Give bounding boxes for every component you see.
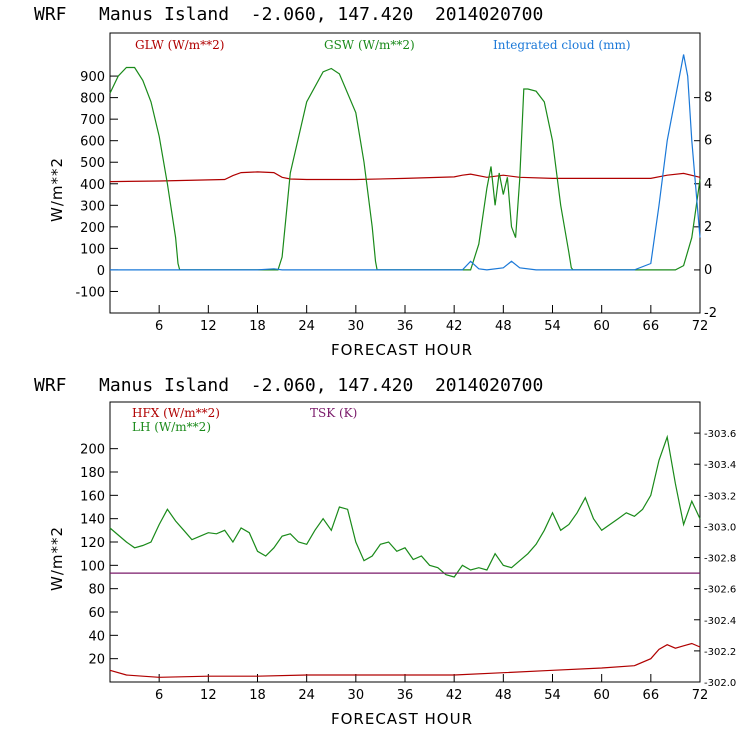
y2-tick-label: 2: [704, 220, 712, 235]
chart-title: WRF Manus Island -2.060, 147.420 2014020…: [34, 4, 543, 25]
series-line-hfx: [109, 642, 701, 678]
series-line-integrated: [110, 54, 701, 271]
legend-integrated-cloud: Integrated cloud (mm): [493, 38, 631, 52]
legend-gsw: GSW (W/m**2): [324, 38, 415, 52]
x-tick-label: 12: [200, 319, 217, 334]
x-tick-label: 6: [155, 319, 163, 334]
y-axis-label: W/m**2: [48, 157, 66, 222]
x-tick-label: 18: [249, 688, 266, 703]
chart-panel-bottom: WRF Manus Island -2.060, 147.420 2014020…: [34, 375, 736, 728]
x-tick-label: 72: [692, 319, 709, 334]
y-tick-label: 100: [80, 559, 105, 574]
x-tick-label: 66: [643, 688, 660, 703]
y-tick-label: 700: [80, 113, 105, 128]
y2-tick-label: -302.0: [704, 678, 736, 689]
y2-tick-label: -302.8: [704, 554, 736, 565]
x-tick-label: 72: [692, 688, 709, 703]
y-tick-label: -100: [75, 285, 105, 300]
x-axis-label: FORECAST HOUR: [331, 341, 473, 359]
x-tick-label: 30: [348, 319, 365, 334]
y2-tick-label: -303.6: [704, 429, 736, 440]
series-line-gsw: [109, 66, 701, 271]
x-tick-label: 54: [544, 319, 561, 334]
y2-tick-label: -302.2: [704, 647, 736, 658]
x-tick-label: 12: [200, 688, 217, 703]
y2-tick-label: 0: [704, 263, 712, 278]
y2-tick-label: -2: [704, 306, 717, 321]
legend-lh: LH (W/m**2): [132, 420, 211, 434]
y-tick-label: 40: [88, 629, 105, 644]
y-tick-label: 300: [80, 199, 105, 214]
x-tick-label: 30: [348, 688, 365, 703]
chart-panel-top: WRF Manus Island -2.060, 147.420 2014020…: [34, 4, 717, 359]
x-tick-label: 36: [397, 319, 414, 334]
y2-tick-label: -303.2: [704, 491, 736, 502]
y-tick-label: 600: [80, 135, 105, 150]
y-tick-label: 180: [80, 466, 105, 481]
x-tick-label: 48: [495, 319, 512, 334]
x-tick-label: 66: [643, 319, 660, 334]
y-tick-label: 160: [80, 489, 105, 504]
y2-tick-label: -302.4: [704, 616, 736, 627]
series-line-lh: [109, 434, 701, 578]
x-tick-label: 60: [593, 319, 610, 334]
y2-tick-label: -303.4: [704, 460, 736, 471]
legend-glw: GLW (W/m**2): [135, 38, 224, 52]
y-tick-label: 80: [88, 583, 105, 598]
y-tick-label: 60: [88, 606, 105, 621]
y-tick-label: 140: [80, 513, 105, 528]
x-tick-label: 42: [446, 319, 463, 334]
y-tick-label: 200: [80, 221, 105, 236]
y-tick-label: 800: [80, 92, 105, 107]
legend-hfx: HFX (W/m**2): [132, 406, 220, 420]
x-tick-label: 42: [446, 688, 463, 703]
plot-frame: [109, 32, 701, 314]
y-tick-label: 500: [80, 156, 105, 171]
y2-tick-label: 8: [704, 91, 712, 106]
y-tick-label: 20: [88, 653, 105, 668]
x-tick-label: 48: [495, 688, 512, 703]
x-tick-label: 36: [397, 688, 414, 703]
x-tick-label: 6: [155, 688, 163, 703]
y2-tick-label: 4: [704, 177, 712, 192]
x-tick-label: 60: [593, 688, 610, 703]
y-tick-label: 900: [80, 70, 105, 85]
x-tick-label: 54: [544, 688, 561, 703]
y-tick-label: 100: [80, 242, 105, 257]
plot-frame: [109, 401, 701, 683]
y-tick-label: 400: [80, 178, 105, 193]
x-tick-label: 18: [249, 319, 266, 334]
y2-tick-label: 6: [704, 134, 712, 149]
y-tick-label: 200: [80, 443, 105, 458]
y-tick-label: 120: [80, 536, 105, 551]
y2-tick-label: -302.6: [704, 585, 736, 596]
y-tick-label: 0: [97, 264, 105, 279]
chart-title: WRF Manus Island -2.060, 147.420 2014020…: [34, 375, 543, 396]
y2-tick-label: -303.0: [704, 522, 736, 533]
x-axis-label: FORECAST HOUR: [331, 710, 473, 728]
series-line-glw: [109, 171, 701, 183]
x-tick-label: 24: [298, 319, 315, 334]
y-axis-label: W/m**2: [48, 526, 66, 591]
legend-tsk: TSK (K): [310, 406, 357, 420]
x-tick-label: 24: [298, 688, 315, 703]
